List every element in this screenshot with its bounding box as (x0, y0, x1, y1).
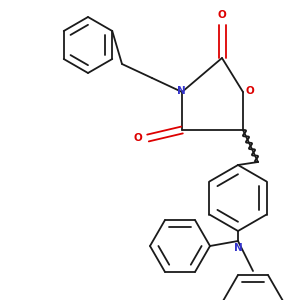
Text: O: O (134, 133, 142, 143)
Text: N: N (234, 243, 242, 253)
Text: O: O (218, 10, 226, 20)
Text: N: N (177, 86, 185, 96)
Text: O: O (246, 86, 254, 96)
